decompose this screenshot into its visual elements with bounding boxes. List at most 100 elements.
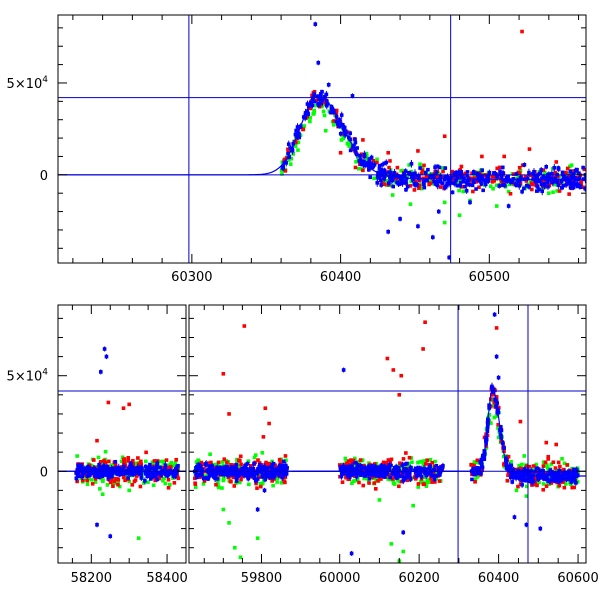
data-point-blue — [442, 177, 447, 182]
data-point-green — [388, 477, 392, 482]
data-point-blue — [401, 475, 406, 479]
data-point-red — [570, 485, 575, 490]
data-point-blue — [441, 463, 445, 468]
data-point-blue — [408, 477, 413, 481]
data-point-blue — [347, 475, 352, 479]
data-point-green — [514, 176, 518, 181]
data-point-blue — [118, 472, 122, 477]
data-point-blue — [362, 154, 367, 159]
data-point-green — [173, 461, 178, 465]
data-point-blue — [388, 475, 393, 480]
data-point-blue — [226, 470, 230, 475]
data-point-red — [277, 457, 282, 462]
data-point-green — [171, 476, 175, 480]
data-point-blue — [452, 173, 457, 178]
data-point-red — [543, 460, 548, 465]
data-point-red — [238, 454, 243, 459]
data-point-blue — [111, 470, 116, 474]
data-point-green — [545, 466, 550, 470]
data-point-red — [490, 393, 494, 397]
data-point-blue — [415, 183, 419, 187]
data-point-red — [352, 474, 357, 478]
data-point-red — [139, 462, 143, 466]
data-point-blue — [376, 174, 381, 179]
data-point-blue — [201, 476, 206, 481]
data-point-blue — [317, 97, 321, 102]
outlier-point-red — [544, 440, 549, 445]
data-point-blue — [503, 178, 508, 183]
data-point-blue — [249, 467, 253, 472]
data-point-blue — [572, 467, 576, 472]
data-point-green — [543, 170, 547, 175]
data-point-red — [429, 476, 433, 481]
data-point-green — [196, 459, 201, 463]
data-point-blue — [395, 174, 400, 178]
data-point-green — [423, 458, 427, 463]
data-point-blue — [243, 463, 247, 468]
data-point-blue — [534, 189, 539, 193]
data-point-blue — [133, 471, 138, 475]
data-point-red — [435, 175, 439, 179]
data-point-blue — [539, 168, 543, 172]
data-point-blue — [252, 461, 256, 466]
data-point-blue — [108, 473, 112, 477]
data-point-red — [98, 460, 103, 464]
data-point-blue — [494, 404, 498, 409]
data-point-green — [355, 478, 360, 483]
data-point-blue — [550, 180, 554, 185]
outlier-point-red — [121, 406, 126, 410]
data-point-blue — [286, 142, 291, 146]
data-point-blue — [335, 122, 340, 126]
data-point-red — [225, 460, 229, 465]
data-point-blue — [407, 473, 412, 477]
data-point-green — [279, 168, 284, 172]
data-point-blue — [130, 472, 135, 477]
data-point-blue — [390, 177, 395, 181]
data-point-red — [130, 483, 135, 487]
data-point-blue — [165, 472, 170, 477]
data-point-blue — [290, 148, 295, 153]
data-point-red — [405, 478, 410, 483]
data-point-blue — [221, 466, 226, 470]
x-tick-label: 60000 — [319, 571, 360, 586]
data-point-blue — [568, 169, 573, 174]
data-point-green — [520, 462, 524, 467]
data-point-blue — [447, 178, 452, 183]
data-point-blue — [392, 171, 397, 175]
data-point-blue — [560, 170, 565, 175]
data-point-blue — [204, 475, 209, 480]
data-point-blue — [339, 113, 344, 117]
data-point-red — [176, 476, 181, 481]
data-point-blue — [515, 178, 520, 183]
data-point-blue — [480, 168, 484, 173]
outlier-point-green — [136, 536, 141, 540]
data-point-blue — [288, 146, 293, 150]
data-point-blue — [581, 165, 585, 170]
data-point-red — [524, 179, 529, 183]
data-point-red — [139, 459, 143, 464]
data-point-blue — [380, 162, 385, 167]
plot-frame — [57, 14, 587, 264]
data-point-red — [505, 478, 510, 483]
data-point-blue — [523, 477, 528, 482]
data-point-blue — [415, 466, 419, 471]
data-point-blue — [284, 161, 289, 165]
data-point-blue — [349, 468, 353, 472]
data-point-blue — [463, 184, 467, 189]
data-point-red — [371, 158, 376, 163]
data-point-blue — [534, 179, 538, 184]
data-point-blue — [524, 472, 529, 477]
data-point-red — [397, 484, 401, 489]
data-point-blue — [340, 122, 345, 127]
data-point-red — [231, 475, 236, 480]
data-point-blue — [296, 132, 301, 137]
data-point-blue — [343, 133, 347, 137]
data-point-blue — [199, 464, 203, 468]
data-point-green — [416, 485, 421, 489]
data-point-green — [235, 459, 239, 464]
data-point-green — [554, 468, 559, 472]
data-point-blue — [297, 135, 302, 140]
data-point-blue — [207, 464, 212, 468]
data-point-green — [372, 176, 376, 181]
